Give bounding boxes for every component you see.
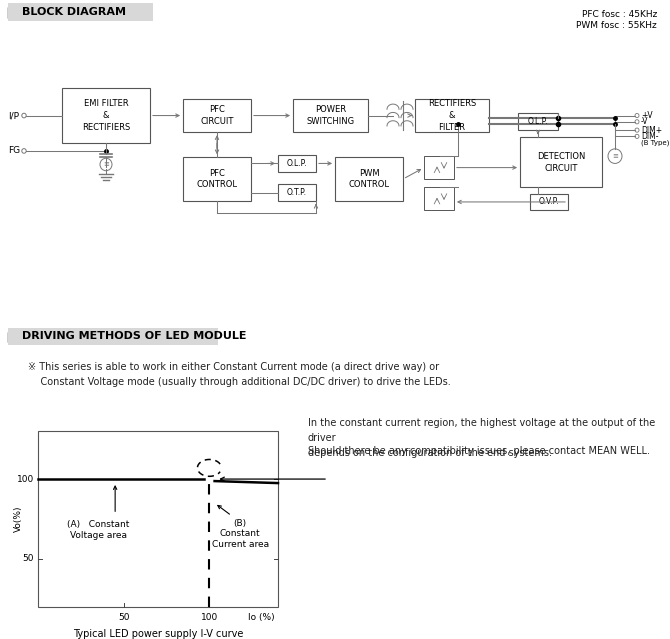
Text: 50: 50 bbox=[118, 613, 129, 622]
Bar bbox=[520, 137, 602, 187]
Text: DIM+: DIM+ bbox=[641, 126, 662, 135]
Text: DIM-: DIM- bbox=[641, 132, 659, 141]
Bar bbox=[8, 328, 218, 345]
Text: (B)
Constant
Current area: (B) Constant Current area bbox=[212, 519, 269, 549]
Text: PFC
CONTROL: PFC CONTROL bbox=[196, 169, 237, 189]
Text: O.V.P.: O.V.P. bbox=[539, 197, 559, 206]
Circle shape bbox=[100, 158, 112, 171]
Bar bbox=[183, 157, 251, 201]
Bar bbox=[8, 3, 153, 21]
Bar bbox=[424, 187, 454, 210]
Text: DETECTION
CIRCUIT: DETECTION CIRCUIT bbox=[537, 152, 585, 173]
Text: O.T.P.: O.T.P. bbox=[287, 188, 307, 197]
Text: Should there be any compatibility issues, please contact MEAN WELL.: Should there be any compatibility issues… bbox=[308, 446, 650, 456]
Text: I/P: I/P bbox=[8, 111, 19, 120]
Text: PFC
CIRCUIT: PFC CIRCUIT bbox=[200, 105, 234, 126]
Bar bbox=[293, 99, 368, 132]
Bar bbox=[424, 156, 454, 179]
Bar bbox=[8, 7, 18, 18]
Text: (A)   Constant
Voltage area: (A) Constant Voltage area bbox=[67, 521, 129, 540]
Bar bbox=[278, 184, 316, 201]
Text: (B Type): (B Type) bbox=[641, 139, 669, 146]
Bar bbox=[415, 99, 489, 132]
Text: ≡: ≡ bbox=[612, 153, 618, 159]
Text: 100: 100 bbox=[201, 613, 218, 622]
Text: DRIVING METHODS OF LED MODULE: DRIVING METHODS OF LED MODULE bbox=[22, 331, 247, 341]
Text: O.L.P.: O.L.P. bbox=[528, 118, 548, 127]
Circle shape bbox=[635, 114, 639, 118]
Circle shape bbox=[635, 119, 639, 124]
Text: RECTIFIERS
&
FILTER: RECTIFIERS & FILTER bbox=[428, 99, 476, 132]
Circle shape bbox=[22, 113, 26, 118]
Text: Vo(%): Vo(%) bbox=[13, 505, 23, 532]
Text: -V: -V bbox=[641, 118, 649, 127]
Bar bbox=[183, 99, 251, 132]
Text: EMI FILTER
&
RECTIFIERS: EMI FILTER & RECTIFIERS bbox=[82, 99, 130, 132]
Circle shape bbox=[635, 128, 639, 132]
Text: PWM
CONTROL: PWM CONTROL bbox=[348, 169, 389, 189]
Circle shape bbox=[635, 134, 639, 139]
Bar bbox=[62, 88, 150, 142]
Bar bbox=[278, 155, 316, 172]
Circle shape bbox=[22, 149, 26, 153]
Text: 50: 50 bbox=[23, 555, 34, 564]
Text: BLOCK DIAGRAM: BLOCK DIAGRAM bbox=[22, 7, 126, 17]
Text: 100: 100 bbox=[17, 475, 34, 484]
Text: POWER
SWITCHING: POWER SWITCHING bbox=[306, 105, 354, 126]
Text: In the constant current region, the highest voltage at the output of the driver
: In the constant current region, the high… bbox=[308, 418, 655, 458]
Bar bbox=[8, 332, 18, 342]
Text: FG: FG bbox=[8, 146, 20, 155]
Text: Typical LED power supply I-V curve: Typical LED power supply I-V curve bbox=[73, 629, 243, 639]
Text: Io (%): Io (%) bbox=[247, 613, 274, 622]
Text: ※ This series is able to work in either Constant Current mode (a direct drive wa: ※ This series is able to work in either … bbox=[28, 362, 451, 387]
Bar bbox=[530, 194, 568, 210]
Bar bbox=[518, 114, 558, 130]
Circle shape bbox=[608, 149, 622, 164]
Text: ≡: ≡ bbox=[103, 162, 109, 167]
Text: O.L.P.: O.L.P. bbox=[287, 159, 308, 168]
Text: PFC fosc : 45KHz
PWM fosc : 55KHz: PFC fosc : 45KHz PWM fosc : 55KHz bbox=[576, 10, 657, 30]
Bar bbox=[335, 157, 403, 201]
Text: +V: +V bbox=[641, 111, 653, 120]
Bar bbox=[38, 431, 278, 607]
